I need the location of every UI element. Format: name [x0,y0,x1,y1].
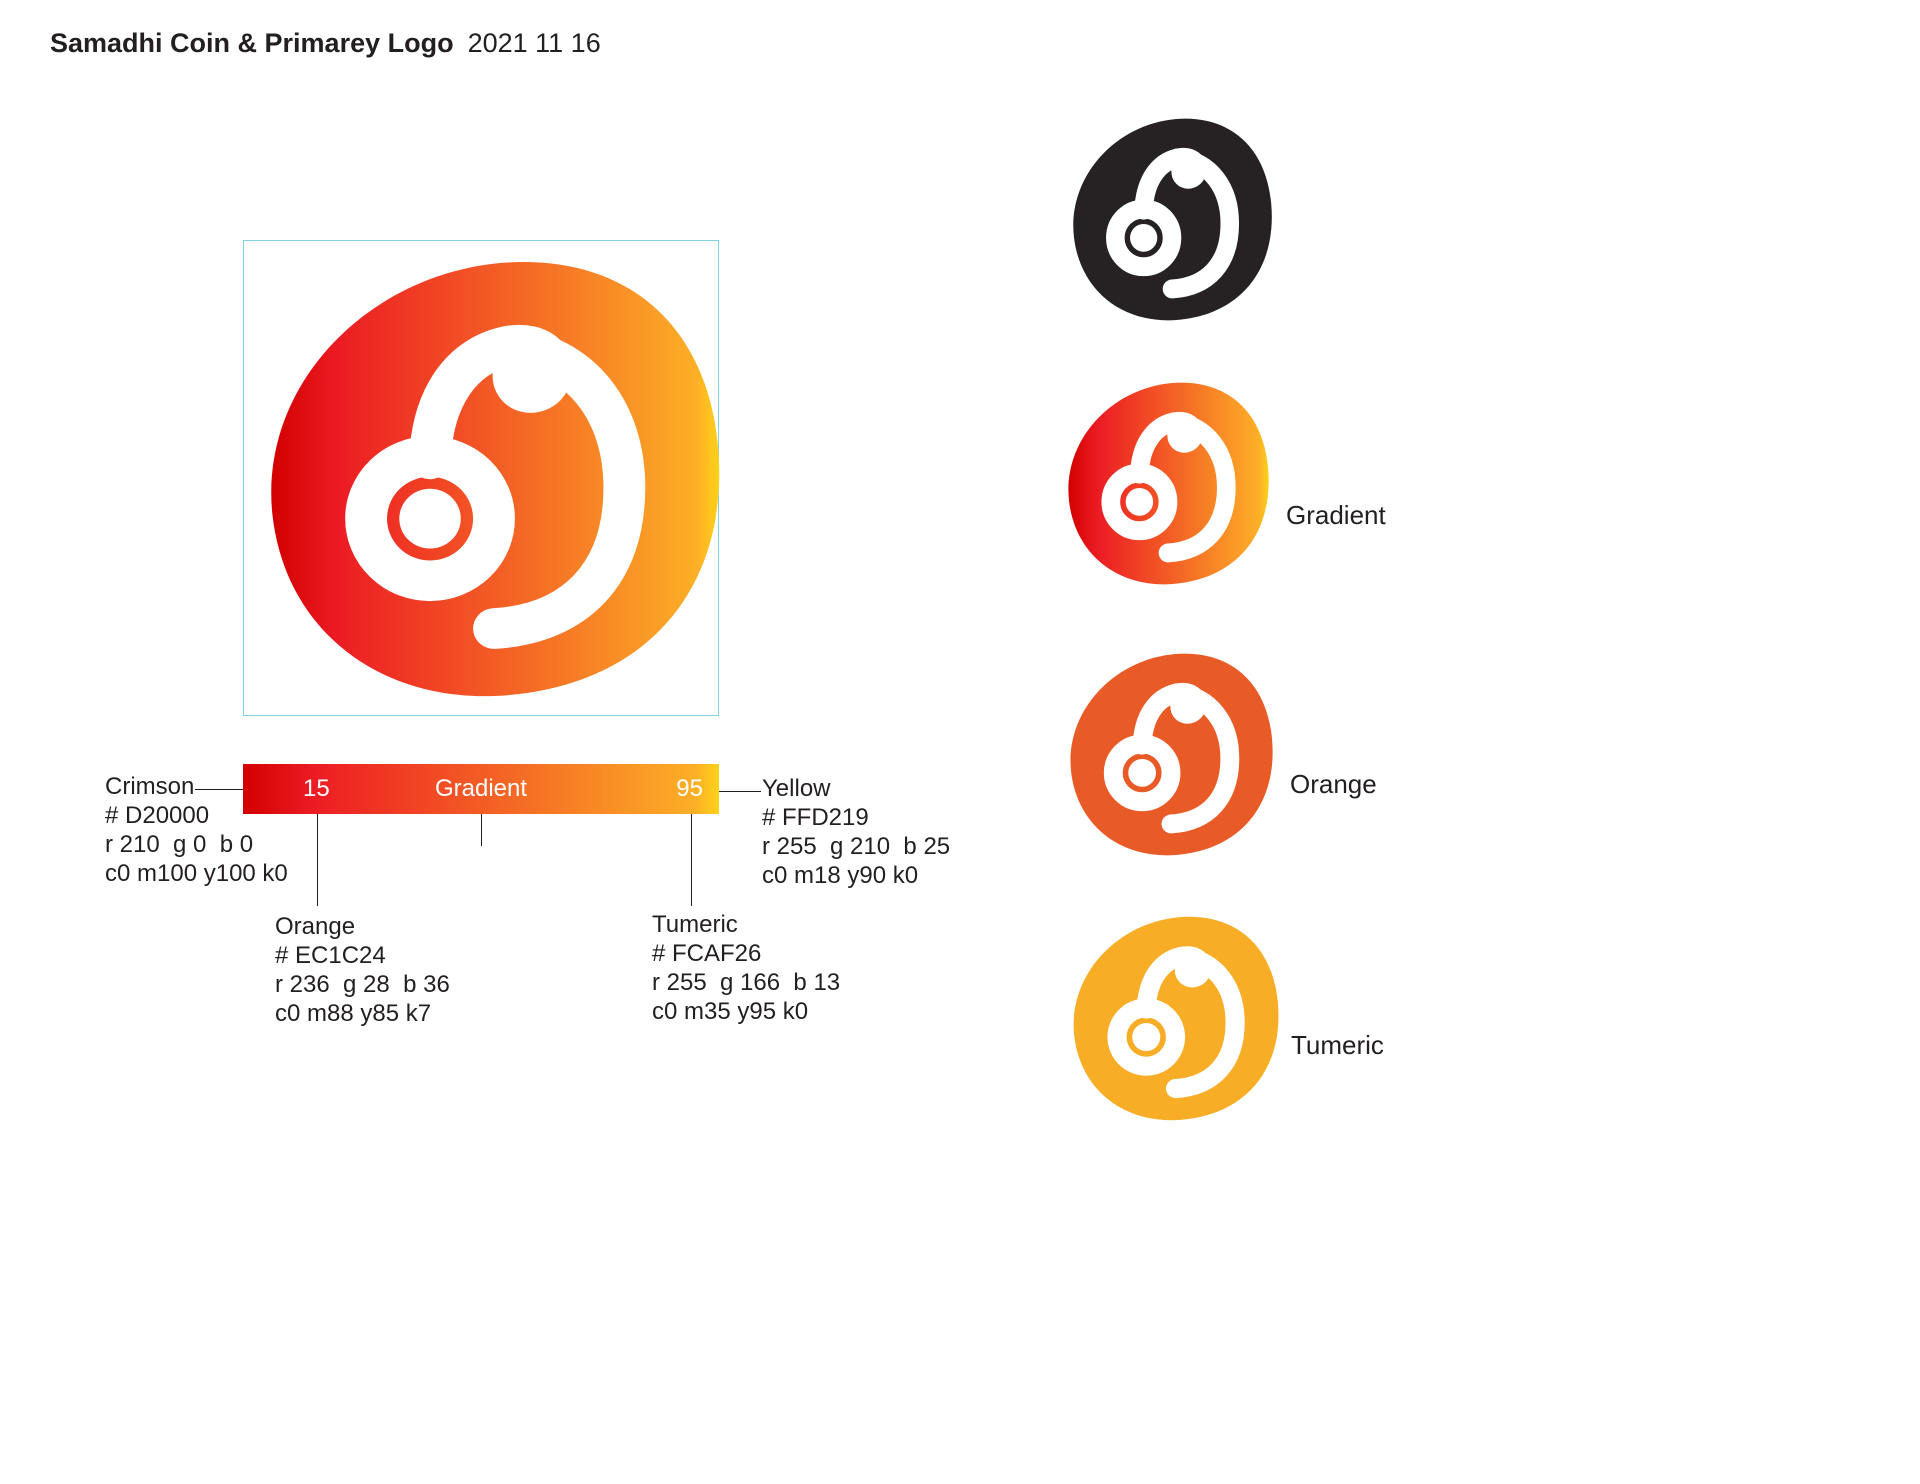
gradient-bar-label: Gradient [434,775,528,802]
document-date: 2021 11 16 [467,28,601,58]
color-hex: # FCAF26 [652,940,762,967]
gradient-logo-icon [1058,372,1278,594]
orange-logo-icon [1060,643,1282,865]
variant-label-tumeric: Tumeric [1291,1030,1384,1060]
color-rgb: r 255 g 166 b 13 [652,969,841,996]
color-rgb: r 210 g 0 b 0 [105,831,254,858]
orange-connector-line [317,814,318,906]
tumeric-connector-line [691,814,692,906]
logo-variant-tumeric: Tumeric [1063,906,1384,1130]
gradient-bar: 15 Gradient 95 [243,764,719,814]
color-cmyk: c0 m88 y85 k7 [275,1000,432,1027]
color-hex: # D20000 [105,802,210,829]
color-cmyk: c0 m18 y90 k0 [762,862,919,889]
gradient-stop-left-value: 15 [303,775,330,802]
page-title: Samadhi Coin & Primarey Logo 2021 11 16 [50,28,601,59]
crimson-connector-line [195,789,243,790]
color-cmyk: c0 m100 y100 k0 [105,860,288,887]
main-logo-gradient-icon [248,239,740,717]
document-title: Samadhi Coin & Primarey Logo [50,28,454,58]
variant-label-orange: Orange [1290,769,1377,799]
color-rgb: r 255 g 210 b 25 [762,833,951,860]
logo-variant-gradient: Gradient [1058,372,1386,594]
color-cmyk: c0 m35 y95 k0 [652,998,809,1025]
crimson-color-info: Crimson # D20000 r 210 g 0 b 0 c0 m100 y… [105,772,288,888]
orange-color-info: Orange # EC1C24 r 236 g 28 b 36 c0 m88 y… [275,912,450,1028]
gradient-stop-right-value: 95 [676,775,703,802]
logo-variant-black [1063,108,1289,330]
color-name: Tumeric [652,911,738,938]
color-hex: # FFD219 [762,804,869,831]
color-hex: # EC1C24 [275,942,386,969]
black-logo-icon [1063,108,1281,330]
color-rgb: r 236 g 28 b 36 [275,971,450,998]
yellow-connector-line [719,791,761,792]
variant-label-gradient: Gradient [1286,500,1386,530]
color-name: Crimson [105,773,195,800]
color-name: Orange [275,913,356,940]
yellow-color-info: Yellow # FFD219 r 255 g 210 b 25 c0 m18 … [762,774,950,890]
tumeric-color-info: Tumeric # FCAF26 r 255 g 166 b 13 c0 m35… [652,910,840,1026]
color-name: Yellow [762,775,831,802]
logo-variant-orange: Orange [1060,643,1377,865]
gradient-mid-tick-line [481,814,482,846]
tumeric-logo-icon [1063,906,1288,1130]
